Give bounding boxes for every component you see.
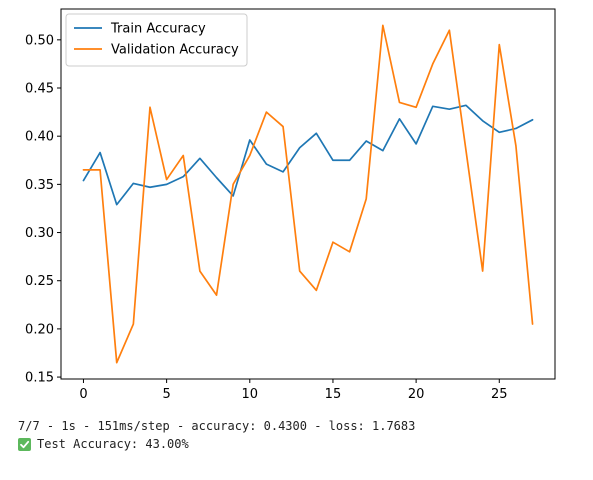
- y-tick-label: 0.25: [25, 274, 54, 289]
- console-log-line: 7/7 - 1s - 151ms/step - accuracy: 0.4300…: [18, 419, 416, 433]
- test-accuracy-line: Test Accuracy: 43.00%: [18, 437, 189, 451]
- y-axis: 0.15 0.20 0.25 0.30 0.35 0.40 0.45 0.50: [25, 33, 61, 386]
- test-accuracy-text: Test Accuracy: 43.00%: [37, 437, 189, 451]
- legend-label: Validation Accuracy: [111, 43, 239, 58]
- x-tick-label: 15: [325, 387, 342, 402]
- legend-label: Train Accuracy: [110, 22, 206, 37]
- y-tick-label: 0.30: [25, 226, 54, 241]
- y-tick-label: 0.45: [25, 82, 54, 97]
- legend-box: [65, 13, 248, 67]
- y-tick-label: 0.40: [25, 130, 54, 145]
- x-tick-label: 20: [408, 387, 425, 402]
- legend: Train Accuracy Validation Accuracy: [65, 13, 248, 67]
- x-tick-label: 5: [162, 387, 170, 402]
- x-tick-label: 25: [491, 387, 508, 402]
- x-axis: 0 5 10 15 20 25: [79, 379, 508, 402]
- x-tick-label: 0: [79, 387, 87, 402]
- y-tick-label: 0.50: [25, 33, 54, 48]
- accuracy-line-chart: 0 5 10 15 20 25 0.150.200.250.300.350.400.450…: [25, 8, 556, 402]
- series-layer: [82, 24, 534, 364]
- series-line-validation-accuracy: [82, 24, 534, 364]
- y-tick-label: 0.15: [25, 371, 54, 386]
- chart: 0 5 10 15 20 25 0.15 0.20 0.25 0.30 0.35 0.40 0.45 0…: [25, 8, 556, 402]
- y-tick-label: 0.20: [25, 322, 54, 337]
- series-line-train-accuracy: [82, 104, 534, 206]
- x-tick-label: 10: [242, 387, 259, 402]
- check-mark-icon: [18, 437, 31, 451]
- y-tick-label: 0.35: [25, 178, 54, 193]
